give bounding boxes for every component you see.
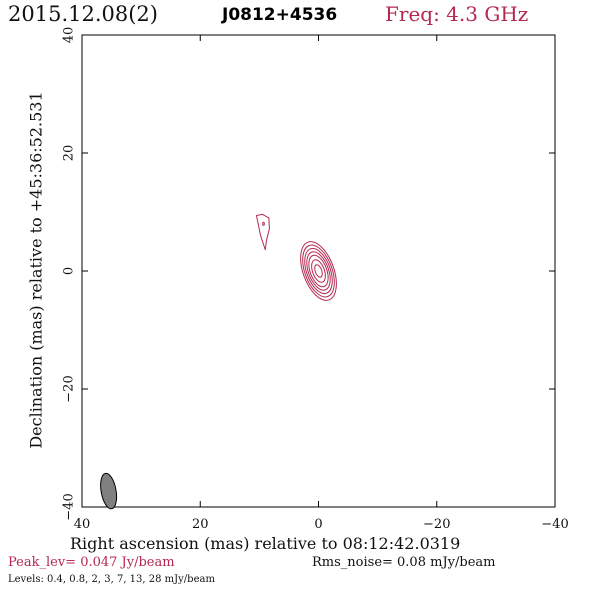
core-contour — [302, 244, 335, 298]
y-tick-label: 40 — [62, 27, 77, 44]
tick-labels: 40 20 0 −20 −40 −40 −20 0 20 40 — [62, 27, 569, 532]
x-tick-label: 0 — [314, 517, 322, 532]
core-contour — [306, 251, 331, 291]
x-tick-label: −40 — [541, 517, 568, 532]
frequency-label: Freq: 4.3 GHz — [385, 2, 529, 26]
y-tick-label: −20 — [62, 375, 77, 402]
source-name: J0812+4536 — [222, 5, 338, 25]
x-tick-label: −20 — [423, 517, 450, 532]
plot-frame — [81, 34, 556, 508]
x-tick-label: 40 — [74, 517, 91, 532]
beam-ellipse — [100, 472, 118, 510]
core-contour — [311, 259, 326, 283]
secondary-inner-contour — [262, 221, 265, 226]
peak-level-text: Peak_lev= 0.047 Jy/beam — [8, 555, 175, 570]
secondary-contour — [255, 213, 270, 251]
contour-lines — [255, 213, 337, 301]
contour-levels-text: Levels: 0.4, 0.8, 2, 3, 7, 13, 28 mJy/be… — [8, 574, 215, 585]
observation-date: 2015.12.08(2) — [8, 2, 158, 26]
core-contour — [300, 241, 337, 301]
y-tick-label: 0 — [62, 267, 77, 275]
core-contour — [304, 247, 333, 295]
rms-noise-text: Rms_noise= 0.08 mJy/beam — [312, 555, 496, 570]
y-tick-label: −40 — [62, 493, 77, 520]
core-contour — [308, 254, 329, 288]
y-tick-label: 20 — [62, 145, 77, 162]
tick-marks — [81, 34, 556, 508]
y-axis-label: Declination (mas) relative to +45:36:52.… — [26, 91, 46, 449]
x-axis-label: Right ascension (mas) relative to 08:12:… — [70, 534, 461, 553]
beam-ellipse-group — [100, 472, 118, 510]
core-contour — [314, 264, 323, 278]
x-tick-label: 20 — [192, 517, 209, 532]
